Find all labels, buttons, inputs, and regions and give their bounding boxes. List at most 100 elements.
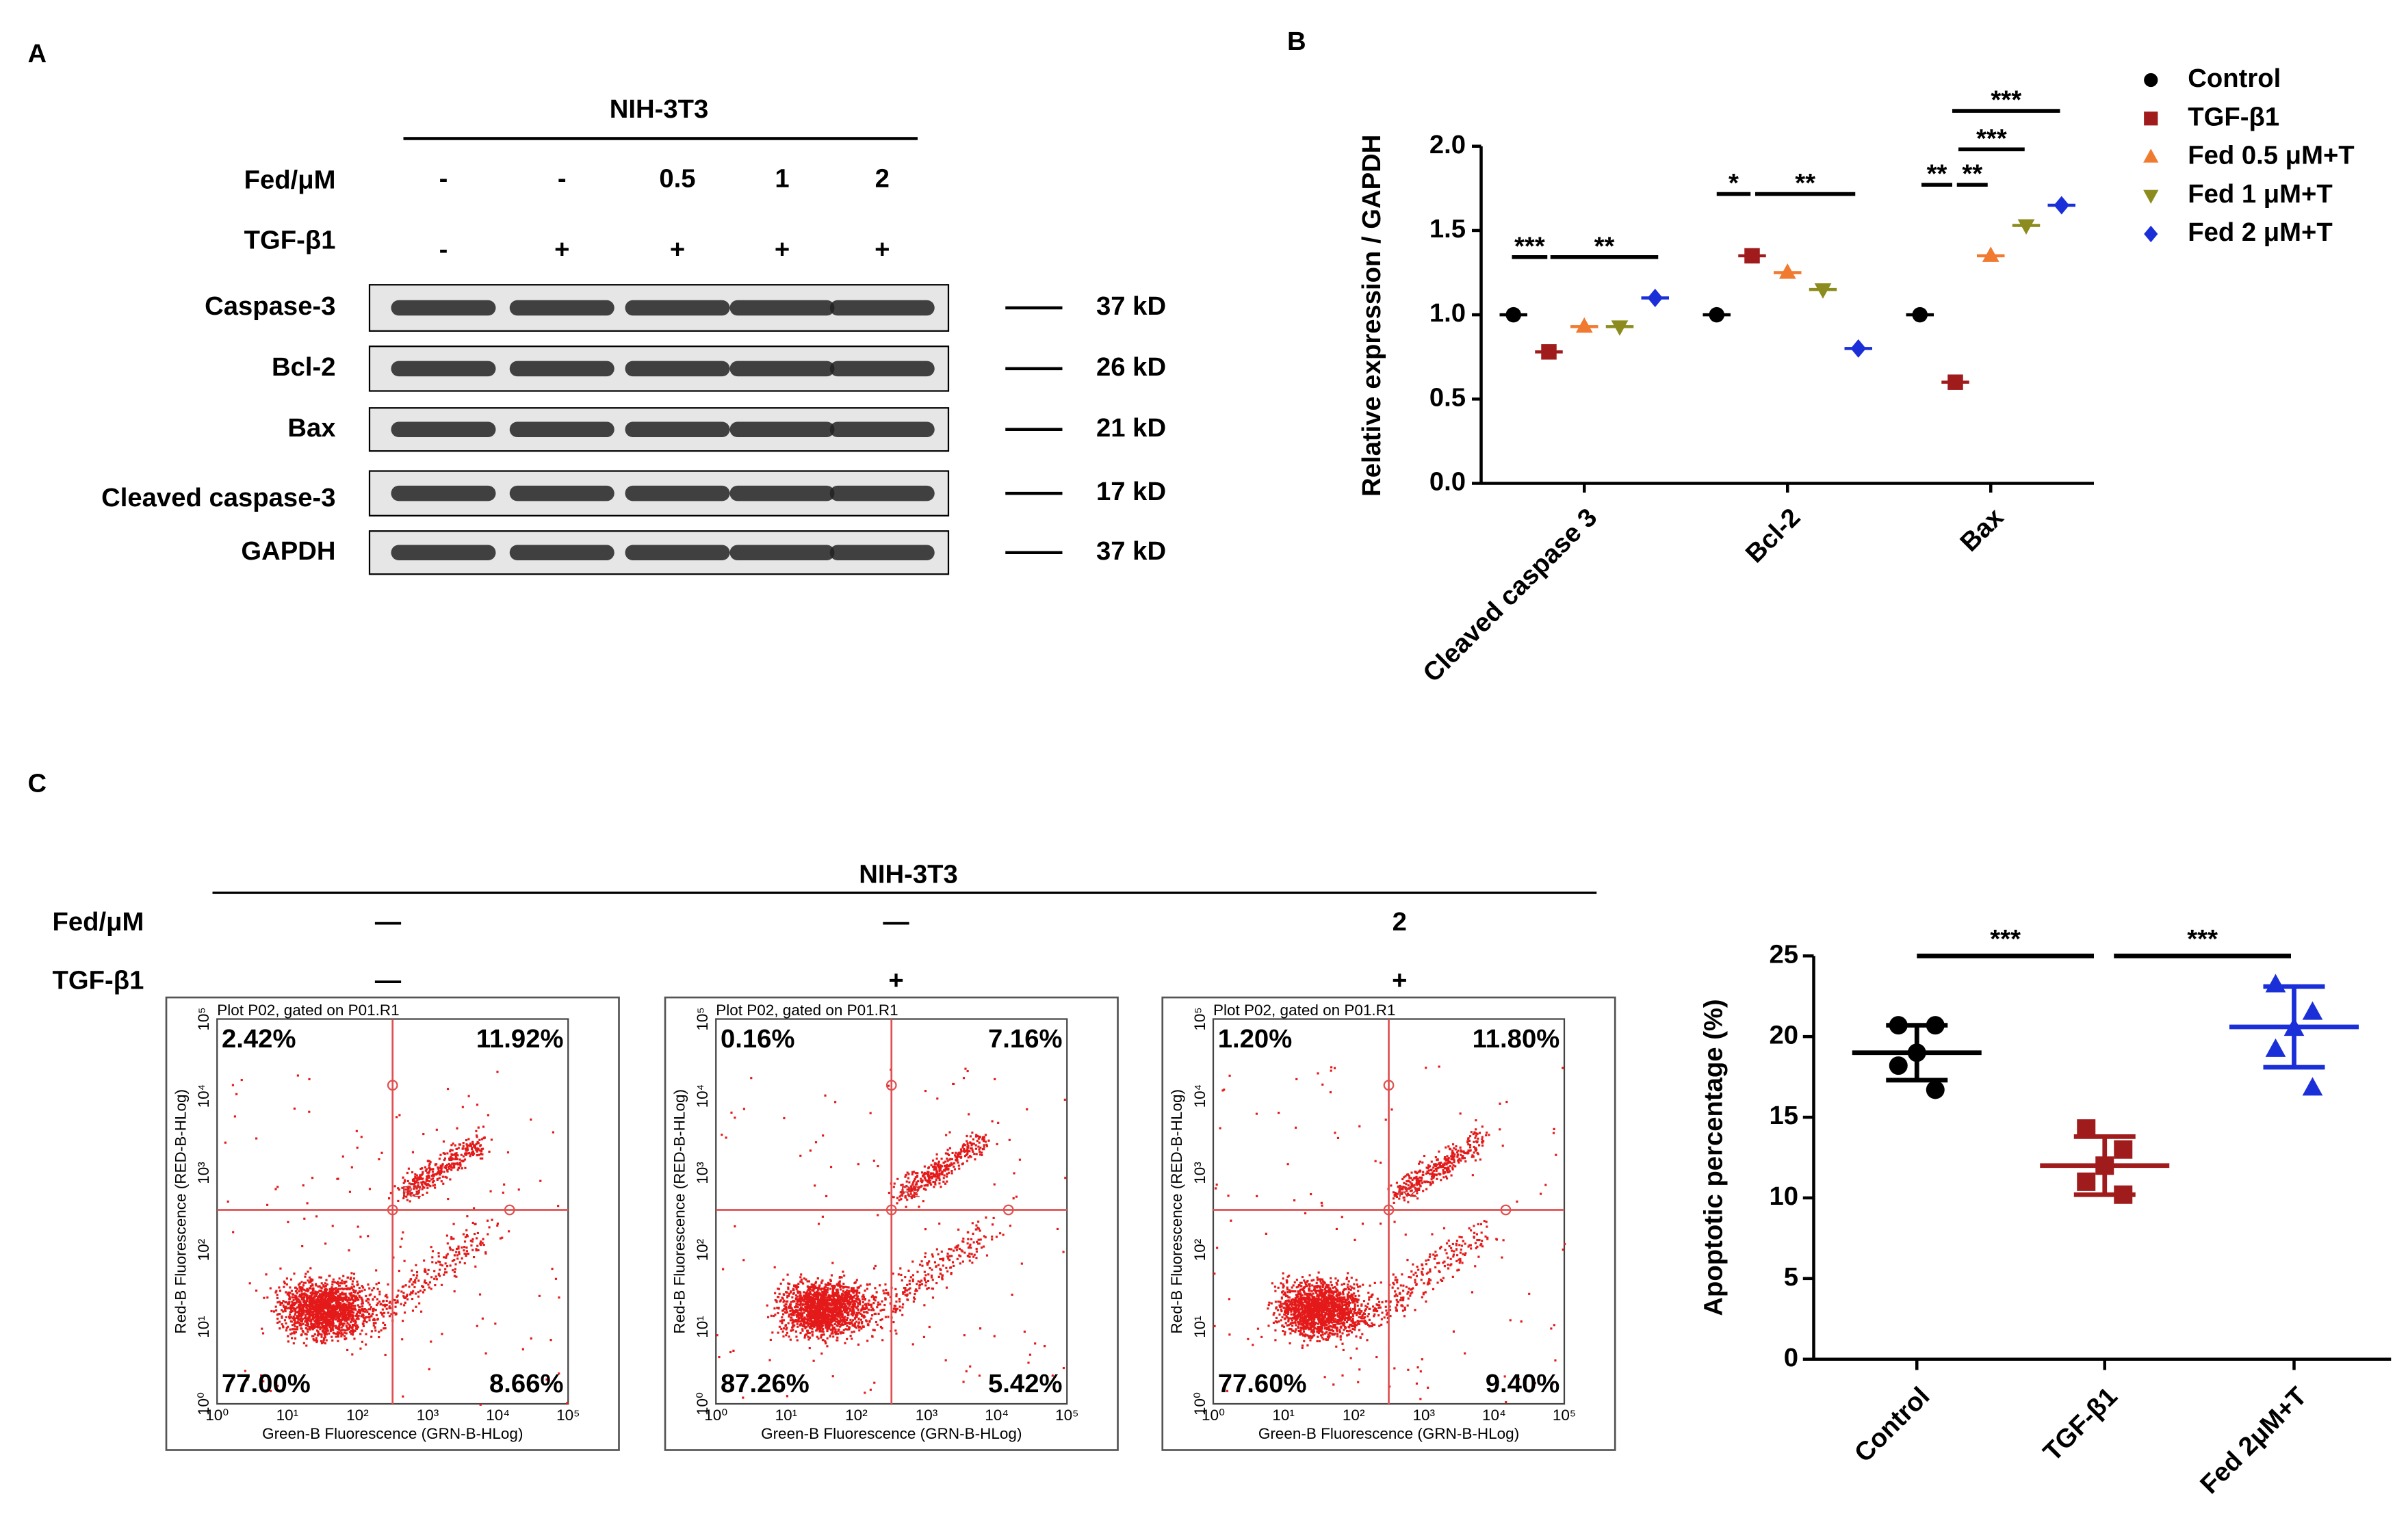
significance-label: *: [1729, 168, 1739, 198]
gate-handle: [885, 1204, 897, 1216]
significance-label: **: [1927, 159, 1947, 189]
quadrant-percent: 8.66%: [489, 1369, 563, 1398]
y-decade-label: 10¹: [1191, 1316, 1208, 1338]
y-axis-label: Apoptotic percentage (%): [1699, 999, 1729, 1316]
y-decade-label: 10³: [1191, 1162, 1208, 1184]
x-decade-label: 10⁴: [985, 1407, 1009, 1424]
plot-title: Plot P02, gated on P01.R1: [716, 1002, 898, 1019]
x-decade-label: 10³: [1413, 1407, 1436, 1424]
band: [391, 361, 496, 377]
x-decade-label: 10⁰: [1202, 1407, 1225, 1424]
significance-label: ***: [2187, 924, 2218, 954]
band: [391, 545, 496, 560]
marker: [1505, 306, 1521, 323]
x-decade-label: 10³: [916, 1407, 938, 1424]
band-name: Bcl-2: [272, 352, 336, 382]
band: [625, 545, 730, 560]
gate-label: R2: [402, 1184, 422, 1201]
tgf-flag: +: [775, 235, 790, 264]
band-name: Cleaved caspase-3: [101, 483, 335, 512]
marker: [2017, 219, 2035, 235]
quadrant-percent: 77.60%: [1218, 1369, 1307, 1398]
y-axis-label: Red-B Fluorescence (RED-B-HLog): [172, 1089, 189, 1334]
x-decade-label: 10¹: [1272, 1407, 1295, 1424]
y-decade-label: 10⁵: [1191, 1007, 1208, 1030]
plot-title: Plot P02, gated on P01.R1: [217, 1002, 399, 1019]
tgf-flag: -: [439, 235, 448, 264]
fed-dose: -: [439, 164, 448, 193]
blot-header: NIH-3T3: [610, 94, 709, 124]
quadrant-percent: 77.00%: [222, 1369, 311, 1398]
band-name: Caspase-3: [205, 291, 335, 321]
x-decade-label: 10⁴: [1482, 1407, 1506, 1424]
y-decade-label: 10³: [195, 1162, 212, 1184]
legend-label: Fed 0.5 μM+T: [2188, 141, 2354, 170]
band-name: GAPDH: [241, 536, 335, 566]
fed-dose: 2: [875, 164, 890, 193]
x-decade-label: 10⁵: [556, 1407, 580, 1424]
legend-marker: [2143, 190, 2159, 204]
marker: [1850, 339, 1866, 358]
y-tick-label: 20: [1769, 1020, 1798, 1049]
band: [509, 361, 614, 377]
flow-header: NIH-3T3: [859, 859, 958, 889]
event-dots: [716, 1067, 1067, 1399]
marker: [2114, 1185, 2133, 1204]
band: [625, 485, 730, 501]
quadrant-percent: 9.40%: [1486, 1369, 1559, 1398]
band: [729, 421, 835, 437]
legend-label: TGF-β1: [2188, 102, 2279, 131]
gate-handle: [387, 1080, 398, 1091]
x-axis-label: Green-B Fluorescence (GRN-B-HLog): [262, 1425, 523, 1442]
band-size: 37 kD: [1096, 291, 1166, 321]
x-decade-label: 10³: [417, 1407, 439, 1424]
y-tick-label: 0.5: [1429, 382, 1466, 412]
band-size: 26 kD: [1096, 352, 1166, 382]
marker: [1982, 246, 1999, 262]
x-decade-label: 10⁵: [1553, 1407, 1576, 1424]
band-size: 21 kD: [1096, 413, 1166, 443]
marker: [2054, 196, 2069, 215]
gate-label: R2: [1398, 1184, 1418, 1201]
significance-label: **: [1594, 231, 1615, 261]
marker: [2302, 1077, 2323, 1096]
tgf-flag: +: [670, 235, 685, 264]
y-decade-label: 10⁵: [694, 1007, 711, 1030]
band: [729, 361, 835, 377]
y-tick-label: 1.5: [1429, 214, 1466, 244]
tgf-flag: +: [554, 235, 569, 264]
significance-label: ***: [1976, 124, 2007, 153]
marker: [1947, 374, 1963, 390]
marker: [1778, 263, 1796, 279]
marker: [1889, 1016, 1908, 1035]
legend-label: Fed 2 μM+T: [2188, 218, 2333, 247]
marker: [1611, 320, 1629, 336]
gate-handle: [1002, 1204, 1014, 1216]
marker: [1889, 1056, 1908, 1075]
significance-label: ***: [1514, 231, 1545, 261]
tgf-flag: +: [888, 966, 903, 995]
y-tick-label: 1.0: [1429, 298, 1466, 328]
band: [509, 421, 614, 437]
band: [391, 485, 496, 501]
marker: [1541, 344, 1557, 360]
y-decade-label: 10⁵: [195, 1007, 212, 1030]
y-axis-label: Red-B Fluorescence (RED-B-HLog): [1168, 1089, 1185, 1334]
row-label: Fed/μM: [244, 166, 336, 195]
marker: [2265, 974, 2286, 993]
row-label: Fed/μM: [53, 907, 144, 937]
band: [391, 421, 496, 437]
band: [509, 300, 614, 316]
x-decade-label: 10⁴: [486, 1407, 510, 1424]
y-decade-label: 10⁴: [195, 1084, 212, 1108]
legend-marker: [2144, 73, 2158, 88]
y-tick-label: 0.0: [1429, 467, 1466, 497]
fed-dose: —: [883, 907, 909, 937]
band: [729, 300, 835, 316]
y-tick-label: 10: [1769, 1182, 1798, 1211]
y-decade-label: 10⁰: [694, 1392, 711, 1415]
x-decade-label: 10¹: [775, 1407, 798, 1424]
y-axis-label: Relative expression / GAPDH: [1357, 135, 1386, 497]
y-decade-label: 10⁴: [1191, 1084, 1208, 1108]
